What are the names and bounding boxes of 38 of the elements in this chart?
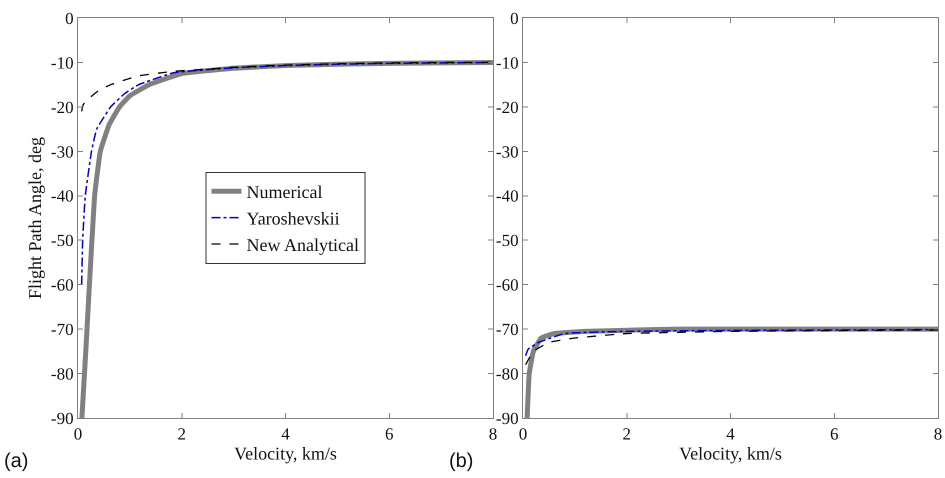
y-tick-label: -20 [496,98,519,117]
y-tick-label: -90 [496,408,519,428]
y-tick-label: -10 [50,53,74,72]
y-tick-label: -30 [50,142,74,162]
x-tick-label: 8 [934,424,942,444]
x-tick-label: 6 [385,424,394,444]
x-tick-label: 4 [726,424,736,444]
x-tick-label: 2 [622,424,631,444]
y-tick-label: -60 [50,276,74,295]
y-tick-label: 0 [65,8,74,28]
y-tick-label: -40 [496,186,519,206]
y-tick-label: -60 [496,276,519,295]
y-axis-title: Flight Path Angle, deg [25,137,46,299]
y-tick-label: 0 [510,8,519,28]
y-tick-label: -50 [496,231,519,250]
y-tick-label: -70 [496,320,519,340]
legend-label: Yaroshevskii [246,208,340,229]
y-tick-label: -50 [50,231,74,250]
y-tick-label: -80 [496,364,519,384]
legend-label: New Analytical [246,235,359,256]
x-axis-title: Velocity, km/s [234,443,337,464]
y-tick-label: -20 [50,98,74,117]
x-tick-label: 6 [830,424,838,444]
y-tick-label: -80 [50,364,74,384]
text: (a) [4,450,28,472]
x-tick-label: 8 [488,424,498,444]
y-tick-label: -70 [50,320,74,340]
y-tick-label: -90 [50,408,74,428]
x-tick-label: 4 [281,424,290,444]
line-series [80,62,493,286]
x-tick-label: 2 [178,424,186,444]
y-tick-label: -40 [50,186,74,206]
y-tick-label: -30 [496,142,519,162]
line-series [524,329,938,366]
x-axis-title: Velocity, km/s [679,443,782,464]
y-tick-label: -10 [496,53,519,72]
text: (b) [449,450,474,472]
legend-label: Numerical [246,182,322,202]
